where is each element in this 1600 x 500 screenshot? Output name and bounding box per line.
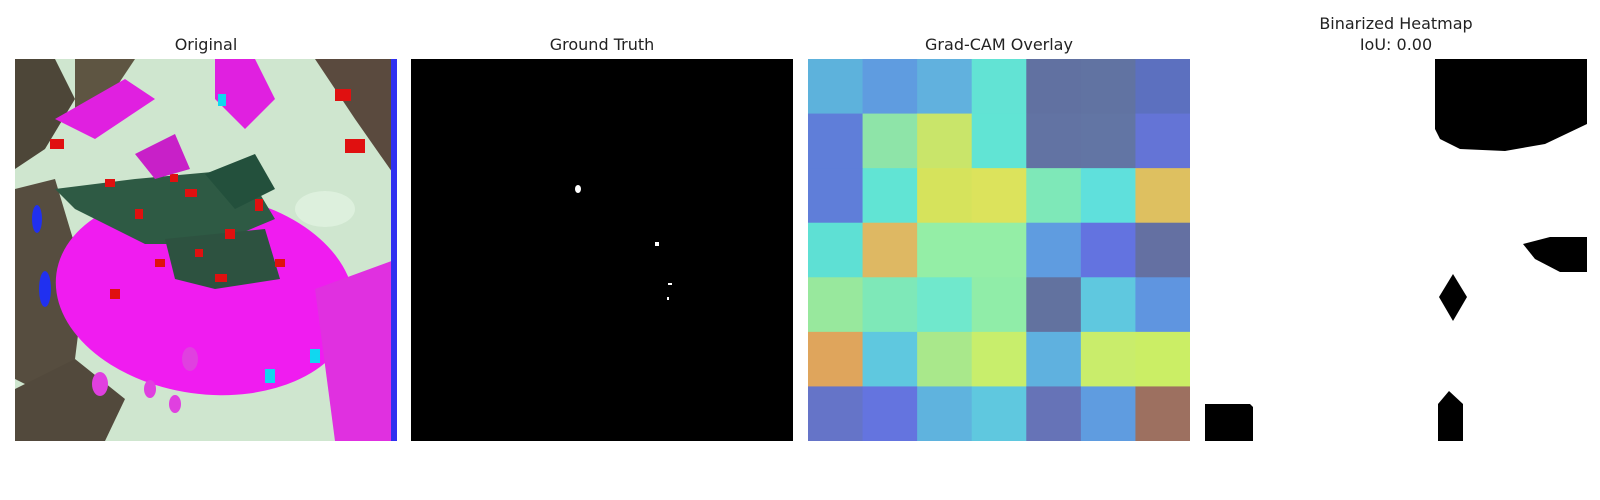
heatmap-cell — [808, 168, 864, 224]
original-image — [15, 59, 397, 441]
heatmap-cell — [808, 277, 864, 333]
heatmap-cell — [971, 331, 1027, 387]
panel-title-text: Grad-CAM Overlay — [925, 35, 1073, 54]
heatmap-cell — [917, 331, 973, 387]
panel-title-text: Ground Truth — [549, 35, 655, 54]
iou-score: IoU: 0.00 — [1359, 35, 1433, 54]
heatmap-cell — [1135, 59, 1190, 115]
mask-region — [1438, 391, 1463, 441]
heatmap-cell — [1080, 113, 1136, 169]
heatmap-cell — [1080, 222, 1136, 278]
heatmap-cell — [1026, 168, 1082, 224]
gradcam-heatmap — [808, 59, 1190, 441]
heatmap-cell — [917, 113, 973, 169]
heatmap-cell — [862, 277, 918, 333]
heatmap-cell — [1026, 331, 1082, 387]
binarized-mask — [1205, 59, 1587, 441]
heatmap-cell — [971, 222, 1027, 278]
heatmap-cell — [917, 277, 973, 333]
heatmap-cell — [917, 59, 973, 115]
heatmap-cell — [1026, 277, 1082, 333]
mask-region — [1523, 237, 1587, 272]
heatmap-cell — [971, 277, 1027, 333]
panel-title-text: Original — [174, 35, 238, 54]
original-image-svg — [15, 59, 397, 441]
heatmap-cell — [862, 59, 918, 115]
heatmap-cell — [808, 222, 864, 278]
heatmap-cell — [1080, 277, 1136, 333]
panel-title: Grad-CAM Overlay — [808, 34, 1190, 55]
mask-spot — [667, 297, 669, 300]
heatmap-cell — [1080, 386, 1136, 441]
heatmap-cell — [1080, 331, 1136, 387]
heatmap-cell — [1135, 386, 1190, 441]
gradcam-grid-svg — [808, 59, 1190, 441]
heatmap-cell — [1135, 168, 1190, 224]
panel-title: Binarized Heatmap IoU: 0.00 — [1205, 13, 1587, 55]
heatmap-cell — [1080, 59, 1136, 115]
mask-spot — [575, 185, 581, 193]
heatmap-cell — [971, 113, 1027, 169]
mask-region — [1439, 274, 1467, 321]
heatmap-cell — [917, 222, 973, 278]
mask-background — [411, 59, 793, 441]
heatmap-cell — [808, 386, 864, 441]
heatmap-cell — [1026, 113, 1082, 169]
heatmap-cell — [862, 386, 918, 441]
ground-truth-mask — [411, 59, 793, 441]
heatmap-cell — [971, 59, 1027, 115]
heatmap-cell — [808, 331, 864, 387]
heatmap-cell — [1080, 168, 1136, 224]
heatmap-cell — [971, 386, 1027, 441]
panel-title-text: Binarized Heatmap — [1319, 14, 1473, 33]
mask-region — [1205, 404, 1253, 441]
heatmap-cell — [862, 113, 918, 169]
heatmap-cell — [917, 386, 973, 441]
heatmap-cell — [1135, 331, 1190, 387]
heatmap-cell — [1026, 222, 1082, 278]
ground-truth-svg — [411, 59, 793, 441]
heatmap-cell — [862, 222, 918, 278]
heatmap-cell — [862, 168, 918, 224]
heatmap-cell — [1135, 222, 1190, 278]
heatmap-cell — [1135, 113, 1190, 169]
heatmap-cell — [1135, 277, 1190, 333]
mask-region — [1435, 59, 1587, 151]
heatmap-cell — [808, 113, 864, 169]
mask-spot — [668, 283, 672, 285]
heatmap-cell — [917, 168, 973, 224]
heatmap-cell — [862, 331, 918, 387]
mask-spot — [655, 242, 659, 246]
panel-title: Original — [15, 34, 397, 55]
heatmap-cell — [808, 59, 864, 115]
heatmap-cell — [1026, 59, 1082, 115]
heatmap-cell — [971, 168, 1027, 224]
heatmap-cell — [1026, 386, 1082, 441]
panel-title: Ground Truth — [411, 34, 793, 55]
binarized-svg — [1205, 59, 1587, 441]
